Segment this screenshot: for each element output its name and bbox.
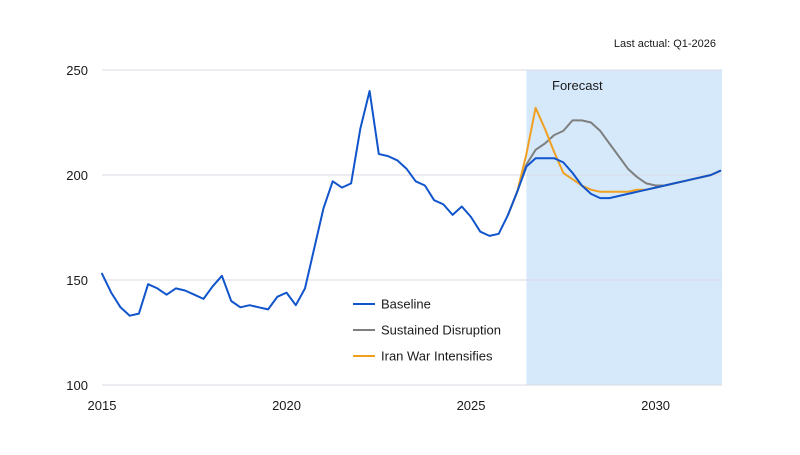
legend-label: Baseline bbox=[381, 297, 431, 312]
forecast-label: Forecast bbox=[552, 78, 603, 93]
last-actual-note: Last actual: Q1-2026 bbox=[614, 38, 716, 50]
y-tick-label: 150 bbox=[66, 273, 88, 288]
x-tick-label: 2030 bbox=[641, 398, 670, 413]
x-tick-label: 2025 bbox=[457, 398, 486, 413]
y-tick-label: 200 bbox=[66, 168, 88, 183]
x-tick-label: 2015 bbox=[88, 398, 117, 413]
legend-label: Iran War Intensifies bbox=[381, 349, 493, 364]
axis-ticks: 100 150 200 250 2015 2020 2025 2030 bbox=[66, 63, 670, 413]
x-tick-label: 2020 bbox=[272, 398, 301, 413]
forecast-band bbox=[526, 70, 722, 385]
series-layer bbox=[101, 90, 722, 317]
y-tick-label: 250 bbox=[66, 63, 88, 78]
series-line-baseline bbox=[101, 90, 722, 317]
legend: Baseline Sustained Disruption Iran War Int… bbox=[353, 297, 501, 364]
y-tick-label: 100 bbox=[66, 378, 88, 393]
legend-label: Sustained Disruption bbox=[381, 323, 501, 338]
